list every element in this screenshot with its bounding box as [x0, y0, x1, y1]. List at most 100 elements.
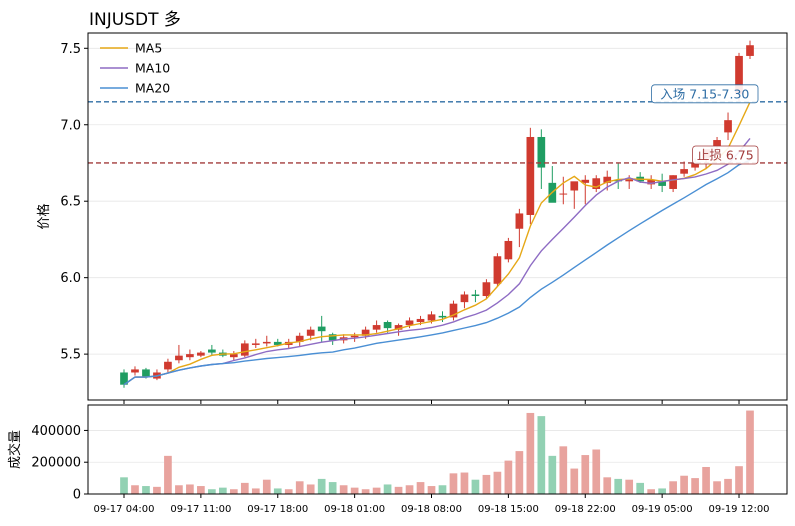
volume-bar — [208, 489, 216, 494]
volume-bar — [350, 487, 359, 494]
moving-average-layer — [123, 101, 751, 386]
candle-body — [526, 136, 535, 215]
candle-body — [350, 335, 359, 338]
price-tick-label: 7.5 — [60, 42, 81, 57]
volume-bar — [592, 449, 601, 494]
candle-body — [361, 329, 370, 336]
candle-body — [427, 314, 436, 321]
volume-bar — [537, 416, 546, 494]
candle-body — [471, 294, 480, 297]
volume-bar — [482, 474, 491, 494]
volume-bar — [175, 485, 183, 494]
candle-body — [570, 181, 579, 191]
volume-bar — [197, 486, 205, 494]
volume-tick-label: 400000 — [31, 424, 81, 439]
time-x-axis: 09-17 04:00 09-17 11:00 09-17 18:00 09-18 0… — [93, 400, 770, 515]
price-tick-label: 7.0 — [60, 118, 81, 133]
legend-label: MA20 — [135, 81, 170, 96]
candle-body — [438, 315, 447, 318]
candle-body — [724, 120, 732, 133]
volume-bar — [449, 473, 458, 494]
candle-body — [131, 369, 139, 373]
volume-bar — [361, 489, 370, 494]
x-tick-label: 09-18 08:00 — [401, 504, 462, 515]
x-tick-label: 09-19 05:00 — [632, 504, 693, 515]
volume-bar — [164, 455, 172, 494]
candle-body — [669, 175, 677, 189]
volume-bar — [262, 479, 271, 494]
volume-bar — [438, 485, 447, 494]
price-tick-label: 6.0 — [60, 271, 81, 286]
volume-bar — [251, 488, 260, 494]
candle-body — [625, 178, 634, 182]
volume-bar — [680, 475, 688, 494]
volume-bar — [186, 484, 194, 494]
x-tick-label: 09-18 15:00 — [478, 504, 539, 515]
candle-body — [262, 341, 271, 344]
price-tick-label: 5.5 — [60, 348, 81, 363]
candle-body — [142, 369, 150, 378]
volume-bar — [328, 482, 337, 494]
x-tick-label: 09-17 18:00 — [247, 504, 308, 515]
candle-body — [581, 179, 590, 183]
price-levels-layer: 入场 7.15-7.30 止损 6.75 — [88, 84, 787, 165]
x-tick-label: 09-19 12:00 — [708, 504, 769, 515]
volume-bar — [724, 478, 732, 494]
candle-body — [240, 343, 249, 356]
candle-body — [251, 343, 260, 345]
volume-bar — [746, 410, 754, 494]
volume-bar — [427, 486, 436, 494]
ma-line-ma5 — [123, 101, 751, 386]
candle-body — [416, 318, 425, 323]
volume-bar — [625, 479, 634, 494]
candle-body — [405, 320, 414, 326]
price-y-axis: 5.5 6.0 6.5 7.0 7.5 — [60, 42, 88, 363]
volume-bar — [229, 489, 238, 494]
volume-bar — [636, 482, 645, 494]
volume-bar — [570, 468, 579, 494]
volume-bar — [218, 487, 227, 494]
level-label: 入场 7.15-7.30 — [660, 86, 749, 101]
volume-bar — [669, 481, 677, 494]
level-label-box — [692, 145, 759, 165]
candle-body — [372, 325, 381, 330]
volume-bar — [405, 485, 414, 494]
candle-body — [515, 213, 524, 229]
price-panel-frame — [87, 32, 788, 401]
legend: MA5 MA10 MA20 — [100, 41, 170, 96]
volume-bar — [284, 489, 293, 494]
price-grid — [88, 47, 787, 355]
candle-body — [394, 325, 403, 330]
volume-bar — [581, 455, 590, 494]
candle-body — [680, 169, 688, 174]
legend-label: MA5 — [135, 41, 162, 56]
candle-body — [658, 181, 666, 186]
volume-bar — [614, 478, 623, 494]
volume-panel-frame — [87, 404, 788, 495]
volume-bar — [131, 485, 139, 494]
ma-line-ma10 — [123, 137, 751, 386]
legend-label: MA10 — [135, 61, 170, 76]
volume-bar — [504, 460, 513, 494]
candle-body — [306, 329, 315, 336]
volume-bar — [240, 482, 249, 494]
volume-bar — [273, 488, 282, 494]
candle-body — [504, 240, 513, 260]
volume-bar — [416, 482, 425, 494]
candle-body — [460, 294, 469, 303]
chart-title: INJUSDT 多 — [89, 10, 181, 30]
candle-body — [175, 355, 183, 361]
volume-bar — [295, 481, 304, 494]
volume-bar — [735, 466, 743, 494]
candle-body — [273, 341, 282, 345]
volume-bar — [515, 451, 524, 494]
x-tick-label: 09-17 11:00 — [170, 504, 231, 515]
level-label-box — [651, 84, 759, 104]
volume-bar — [471, 479, 480, 494]
candle-body — [449, 303, 458, 318]
volume-bar — [383, 484, 392, 494]
volume-bars-layer — [120, 410, 754, 494]
volume-bar — [306, 484, 315, 494]
